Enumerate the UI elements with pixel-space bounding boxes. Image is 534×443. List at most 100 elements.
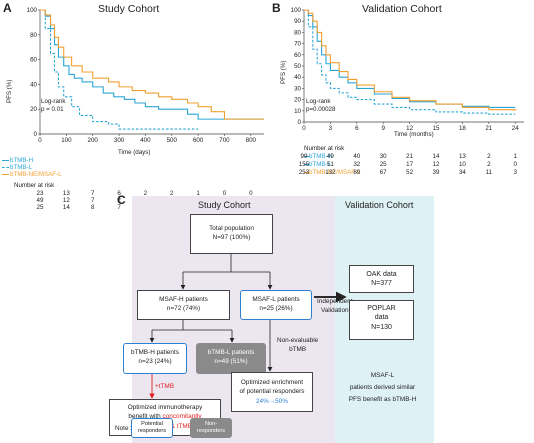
panel-b-xtick-label: 0 — [302, 125, 306, 132]
panel-a-nar-value: 7 — [90, 190, 95, 197]
panel-b-xtick-label: 3 — [329, 125, 333, 132]
panel-b-nar-value: 52 — [406, 169, 414, 176]
panel-b-xtick-label: 18 — [459, 125, 466, 132]
panel-a-title: Study Cohort — [98, 3, 160, 15]
panel-a-nar-value: 14 — [62, 204, 70, 211]
panel-b-ytick-label: 0 — [298, 119, 302, 126]
legend-b-btmbne: bTMB-NE/MSAF-L — [304, 169, 361, 178]
panel-a-nar-value: 2 — [170, 190, 174, 197]
panel-b-nar-value: 3 — [513, 169, 517, 176]
legend-b-btmbh: bTMB-H — [304, 153, 361, 162]
panel-b-legend: bTMB-H bTMB-L bTMB-NE/MSAF-L — [304, 153, 361, 178]
panel-b-xtick-label: 24 — [512, 125, 519, 132]
panel-b-nar-value: 39 — [432, 169, 440, 176]
panel-b-nar-value: 253 — [298, 169, 310, 176]
panel-a-legend: bTMB-H bTMB-L bTMB-NE/MSAF-L — [2, 157, 62, 179]
legend-a-btmbne: bTMB-NE/MSAF-L — [2, 172, 62, 178]
legend-b-btmbl: bTMB-L — [304, 161, 361, 170]
panel-b-nar-value: 132 — [325, 169, 336, 176]
panel-b-xtick-label: 6 — [355, 125, 359, 132]
panel-b-xtick-label: 12 — [406, 125, 413, 132]
panel-a-nar-label: Number at risk — [14, 182, 55, 189]
panel-a-nar-value: 23 — [36, 190, 44, 197]
panel-b-ytick-label: 50 — [294, 63, 301, 70]
panel-b-nar-value: 30 — [379, 153, 387, 160]
ttmb-label: +tTMB — [155, 383, 174, 390]
validation-cohort-title: Validation Cohort — [345, 200, 414, 210]
panel-b-nar-value: 2 — [487, 153, 491, 160]
panel-a-nar-value: 0 — [249, 190, 253, 197]
panel-a-ytick-label: 100 — [27, 7, 38, 14]
panel-a-xlabel: Time (days) — [118, 149, 151, 156]
panel-a-logrank: Log-rank — [41, 98, 66, 105]
panel-a-nar-value: 12 — [62, 197, 70, 204]
panel-a-xtick-label: 400 — [140, 137, 151, 144]
panel-a-letter: A — [3, 1, 12, 15]
panel-a-nar-value: 8 — [90, 204, 95, 211]
oak-data-box: OAK data N=377 — [349, 265, 414, 293]
panel-b-nar-value: 25 — [379, 161, 387, 168]
panel-b-nar-value: 10 — [458, 161, 466, 168]
panel-a-xtick-label: 300 — [114, 137, 125, 144]
btmb-h-box: bTMB-H patients n=23 (24%) — [123, 343, 187, 374]
panel-c-letter: C — [117, 193, 126, 207]
panel-a-ytick-label: 0 — [34, 131, 38, 138]
panel-b-nar-value: 155 — [298, 161, 310, 168]
independent-validation-label: Independent Validation — [317, 298, 353, 315]
panel-a-nar-value: 7 — [117, 204, 121, 211]
panel-b-series-2-line — [304, 9, 516, 111]
panel-b-ytick-label: 60 — [294, 52, 301, 59]
panel-a-nar-value: 1 — [196, 190, 200, 197]
panel-b-nar-value: 0 — [513, 161, 517, 168]
panel-b-nar-value: 13 — [458, 153, 466, 160]
panel-b-nar-value: 34 — [458, 169, 466, 176]
panel-a-ytick-label: 20 — [30, 106, 37, 113]
panel-b-xlabel: Time (months) — [394, 131, 434, 138]
panel-a-nar-value: 2 — [143, 190, 148, 197]
msaf-l-box: MSAF-L patients n=25 (26%) — [240, 290, 312, 320]
panel-a-pvalue: p = 0.01 — [41, 106, 64, 113]
panel-a-xtick-label: 200 — [88, 137, 99, 144]
panel-a-series-2-line — [40, 9, 264, 120]
panel-b-nar-value: 14 — [432, 153, 440, 160]
panel-b-nar-value: 49 — [326, 153, 334, 160]
btmb-l-box: bTMB-L patients n=49 (51%) — [196, 343, 266, 374]
study-cohort-title: Study Cohort — [198, 200, 251, 210]
panel-a-km-chart: 0 20 40 60 80 100 0 100 200 300 400 500 600 700 800 — [27, 7, 264, 144]
panel-b-nar-value: 40 — [353, 153, 361, 160]
panel-a-nar-value: 0 — [222, 190, 227, 197]
panel-b-nar-value: 17 — [406, 161, 414, 168]
panel-a-xtick-label: 600 — [193, 137, 204, 144]
panel-b-nar-value: 2 — [487, 161, 491, 168]
panel-a-xtick-label: 100 — [61, 137, 72, 144]
panel-a-xtick-label: 500 — [167, 137, 178, 144]
panel-b-nar-value: 67 — [379, 169, 387, 176]
panel-b-ytick-label: 10 — [294, 108, 301, 115]
note-label: Note : — [115, 425, 132, 432]
panel-b-km-chart: 0 10 20 30 40 50 60 70 80 90 100 0 3 6 9 12 15 18 21 24 — [291, 7, 524, 132]
panel-b-xtick-label: 21 — [485, 125, 492, 132]
panel-b-ytick-label: 80 — [294, 29, 301, 36]
panel-b-ytick-label: 30 — [294, 85, 301, 92]
panel-a-nar-value: 25 — [36, 204, 44, 211]
panel-b-nar-value: 89 — [353, 169, 361, 176]
panel-a-xtick-label: 0 — [38, 137, 42, 144]
panel-b-nar-value: 21 — [406, 153, 414, 160]
panel-b-nar-value: 99 — [300, 153, 308, 160]
panel-a-ytick-label: 80 — [30, 32, 37, 39]
panel-b-nar-value: 12 — [432, 161, 440, 168]
panel-a-nar-value: 13 — [62, 190, 70, 197]
optimized-enrichment-box: Optimized enrichment of potential respon… — [231, 372, 313, 412]
panel-b-nar-value: 11 — [485, 169, 493, 176]
panel-b-logrank: Log-rank — [306, 98, 331, 105]
poplar-data-box: POPLAR data N=130 — [349, 300, 414, 340]
panel-b-title: Validation Cohort — [362, 3, 442, 15]
panel-a-nar-value: 6 — [117, 190, 121, 197]
panel-b-nar-value: 1 — [513, 153, 517, 160]
panel-a-xtick-label: 800 — [246, 137, 257, 144]
panel-b-series-1-line — [304, 9, 516, 115]
legend-a-btmbh: bTMB-H — [2, 157, 62, 164]
panel-a-nar-value: 2 — [117, 197, 121, 204]
panel-b-ytick-label: 100 — [291, 7, 302, 14]
total-population-box: Total population N=97 (100%) — [190, 214, 273, 254]
